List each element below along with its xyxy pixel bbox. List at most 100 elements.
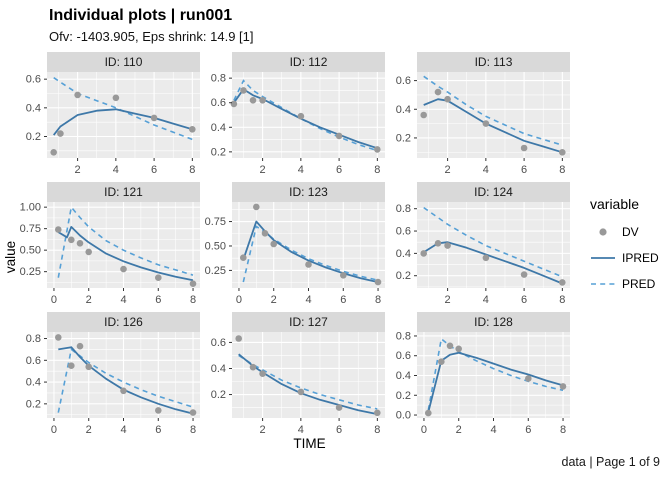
dv-point xyxy=(444,242,451,249)
dv-point xyxy=(434,240,442,247)
dv-point xyxy=(455,345,462,353)
y-tick-label: 0.6 xyxy=(396,75,411,87)
y-tick-label: 0.2 xyxy=(396,390,411,402)
y-tick-label: 0.2 xyxy=(396,132,411,144)
legend-item-dv: DV xyxy=(590,224,670,240)
y-tick-label: 0.50 xyxy=(205,240,226,252)
dv-point xyxy=(425,409,432,417)
y-tick-label: 0.6 xyxy=(26,355,41,367)
dv-point xyxy=(155,274,162,281)
x-tick-label: 4 xyxy=(298,424,304,436)
facet-panel: ID: 127 0.2 0.4 0.6 2 4 6 8 xyxy=(211,312,385,436)
facet-strip-label: ID: 113 xyxy=(475,55,513,69)
facet-strip-label: ID: 110 xyxy=(105,55,143,69)
x-tick-label: 8 xyxy=(374,424,380,436)
x-tick-label: 0 xyxy=(51,294,57,306)
minor-gridlines xyxy=(417,72,570,158)
facet-strip-label: ID: 123 xyxy=(289,185,328,199)
dv-point xyxy=(559,383,567,390)
y-tick-label: 0.4 xyxy=(211,122,226,134)
y-tick-label: 0.2 xyxy=(26,131,41,143)
legend-item-label: PRED xyxy=(622,277,656,291)
y-tick-label: 0.6 xyxy=(211,97,226,109)
y-tick-label: 0.2 xyxy=(396,270,411,282)
dv-point xyxy=(240,87,247,94)
facet-panel: ID: 112 0.2 0.4 0.6 0.8 2 4 6 8 xyxy=(211,52,385,176)
x-tick-label: 4 xyxy=(120,424,126,436)
y-tick-label: 0.8 xyxy=(396,203,411,215)
x-tick-label: 8 xyxy=(189,164,195,176)
x-tick-label: 2 xyxy=(445,294,451,306)
facet-panel: ID: 124 0.2 0.4 0.6 0.8 2 4 6 8 xyxy=(396,182,570,306)
facet-grid: ID: 110 0.2 0.4 0.6 2 4 6 8 ID: 112 0.2 0.4 0.6 0.8 2… xyxy=(15,52,570,442)
x-tick-label: 6 xyxy=(521,294,527,306)
y-tick-label: 0.4 xyxy=(396,370,411,382)
dv-point xyxy=(57,130,64,137)
x-tick-label: 2 xyxy=(456,424,462,436)
y-tick-label: 0.25 xyxy=(20,266,41,278)
facet-strip-label: ID: 121 xyxy=(104,185,143,199)
x-tick-label: 2 xyxy=(75,164,81,176)
dv-point xyxy=(335,404,343,411)
dv-point xyxy=(520,144,528,152)
panel-background xyxy=(417,202,570,288)
x-tick-label: 6 xyxy=(521,164,527,176)
y-tick-label: 0.8 xyxy=(396,330,411,342)
x-tick-label: 8 xyxy=(560,424,566,436)
pred-line xyxy=(233,79,378,152)
dv-point xyxy=(253,203,260,211)
y-tick-label: 0.4 xyxy=(211,363,226,375)
pred-line xyxy=(53,77,193,141)
x-tick-label: 8 xyxy=(375,294,381,306)
facet-strip xyxy=(417,52,570,72)
page-subtitle: Ofv: -1403.905, Eps shrink: 14.9 [1] xyxy=(49,29,254,44)
x-tick-label: 8 xyxy=(190,424,196,436)
dv-point xyxy=(120,265,127,273)
x-tick-label: 6 xyxy=(151,164,157,176)
facet-strip-label: ID: 127 xyxy=(289,315,328,329)
x-tick-label: 4 xyxy=(298,164,304,176)
dv-point xyxy=(68,236,75,244)
dv-point xyxy=(444,95,451,103)
ipred-line xyxy=(233,88,378,150)
dv-point xyxy=(297,112,305,120)
facet-strip-label: ID: 128 xyxy=(474,315,513,329)
facet-strip xyxy=(47,52,200,72)
dv-point xyxy=(74,91,81,99)
dv-point xyxy=(270,240,277,248)
dv-point xyxy=(50,149,57,156)
dv-point xyxy=(420,111,427,119)
y-tick-label: 0.75 xyxy=(205,216,226,228)
x-tick-label: 8 xyxy=(559,164,565,176)
y-tick-label: 0.4 xyxy=(396,104,411,116)
dv-point xyxy=(482,120,490,127)
dv-point xyxy=(438,358,445,365)
facet-strip-label: ID: 112 xyxy=(290,55,328,69)
x-tick-label: 6 xyxy=(336,424,342,436)
y-tick-label: 0.4 xyxy=(26,102,41,114)
dv-point xyxy=(335,132,343,140)
y-tick-label: 0.2 xyxy=(211,146,226,158)
y-tick-label: 0.50 xyxy=(20,245,41,257)
dv-point xyxy=(482,254,490,262)
facet-strip xyxy=(47,312,200,332)
legend-title: variable xyxy=(590,196,640,212)
dv-point xyxy=(374,409,381,417)
dv-point xyxy=(525,375,532,382)
dv-point xyxy=(240,254,247,261)
dv-point xyxy=(559,149,566,156)
dv-point xyxy=(55,226,62,233)
dv-point xyxy=(55,334,62,341)
dv-point xyxy=(374,146,381,153)
x-tick-label: 2 xyxy=(260,424,266,436)
dv-point-key-icon xyxy=(599,228,607,236)
page-footer: data | Page 1 of 9 xyxy=(561,455,660,469)
y-tick-label: 0.25 xyxy=(205,265,226,277)
dv-point xyxy=(259,370,266,377)
minor-gridlines xyxy=(232,332,385,418)
dv-point xyxy=(305,261,312,268)
facet-panel: ID: 110 0.2 0.4 0.6 2 4 6 8 xyxy=(26,52,200,176)
legend-item-label: IPRED xyxy=(622,251,659,265)
pred-line-key-icon xyxy=(591,283,615,285)
dv-point xyxy=(85,248,92,256)
